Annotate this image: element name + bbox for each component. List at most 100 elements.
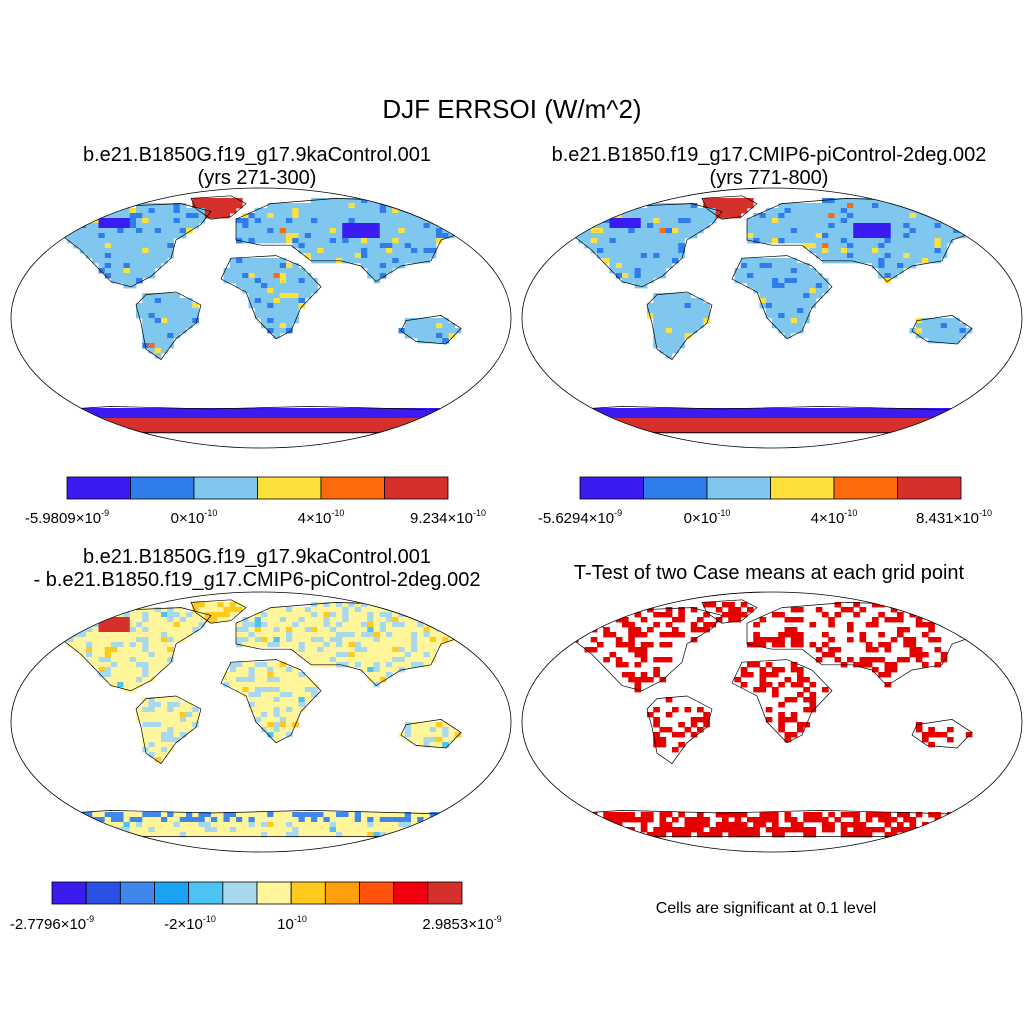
grid-cell [790,413,798,419]
grid-cell [154,223,162,229]
grid-cell [634,662,642,668]
grid-cell [940,408,948,414]
grid-cell [392,213,399,219]
grid-cell [86,832,93,838]
grid-cell [148,702,156,708]
grid-cell [279,303,287,309]
grid-cell [890,413,898,419]
grid-cell [790,428,798,434]
grid-cell [148,228,156,234]
grid-cell [229,258,237,264]
grid-cell [828,652,835,658]
grid-cell [154,637,162,643]
grid-cell [248,622,256,628]
grid-cell [373,822,381,828]
grid-cell [98,253,106,259]
grid-cell [665,343,673,349]
grid-cell [279,817,287,823]
grid-cell [323,228,331,234]
grid-cell [161,737,168,743]
grid-cell [822,612,829,618]
grid-cell [747,223,754,229]
grid-cell [603,627,610,633]
grid-cell [628,632,635,638]
grid-cell [753,413,760,419]
grid-cell [298,208,306,214]
grid-cell [684,208,692,214]
grid-cell [304,822,312,828]
grid-cell [628,637,635,643]
grid-cell [853,817,860,823]
grid-cell [665,258,673,264]
grid-cell [279,827,287,833]
grid-cell [329,827,337,833]
grid-cell [859,233,867,239]
grid-cell [747,228,754,234]
grid-cell [865,827,873,833]
grid-cell [279,732,287,738]
grid-cell [317,607,324,613]
grid-cell [684,428,692,434]
grid-cell [928,832,935,838]
grid-cell [859,203,867,209]
grid-cell [922,238,929,244]
grid-cell [628,223,635,229]
grid-cell [847,213,854,219]
grid-cell [411,642,418,648]
grid-cell [809,423,817,429]
grid-cell [597,827,604,833]
grid-cell [92,233,99,239]
grid-cell [903,657,910,663]
grid-cell [703,203,710,209]
grid-cell [173,298,181,304]
grid-cell [167,308,174,314]
grid-cell [442,737,449,743]
grid-cell [784,418,792,424]
grid-cell [759,817,767,823]
grid-cell [261,682,268,688]
grid-cell [373,258,381,264]
coastline-australia [400,719,462,749]
grid-cell [167,423,174,429]
grid-cell [473,413,481,419]
grid-cell [223,423,231,429]
grid-cell [73,832,81,838]
grid-cell [142,428,149,434]
grid-cell [634,208,642,214]
grid-cell [348,657,356,663]
grid-cell [129,248,137,254]
grid-cell [753,278,760,284]
grid-cell [903,627,910,633]
grid-cell [803,208,810,214]
grid-cell [398,647,406,653]
grid-cell [142,702,149,708]
grid-cell [759,408,767,414]
grid-cell [772,408,779,414]
grid-cell [242,273,249,279]
grid-cell [454,223,462,229]
grid-cell [154,732,162,738]
grid-cell [379,428,387,434]
grid-cell [865,223,873,229]
grid-cell [759,667,767,673]
grid-cell [884,617,892,623]
grid-cell [609,268,617,274]
grid-cell [173,637,181,643]
grid-cell [747,672,754,678]
grid-cell [423,323,431,329]
grid-cell [653,248,660,254]
grid-cell [136,707,143,713]
grid-cell [722,812,729,818]
grid-cell [48,428,56,434]
grid-cell [404,812,412,818]
grid-cell [129,243,137,249]
grid-cell [167,203,174,209]
grid-cell [647,273,654,279]
grid-cell [897,632,904,638]
grid-cell [254,208,262,214]
grid-cell [298,812,306,818]
grid-cell [590,233,598,239]
grid-cell [411,827,418,833]
grid-cell [978,423,985,429]
grid-cell [392,208,399,214]
